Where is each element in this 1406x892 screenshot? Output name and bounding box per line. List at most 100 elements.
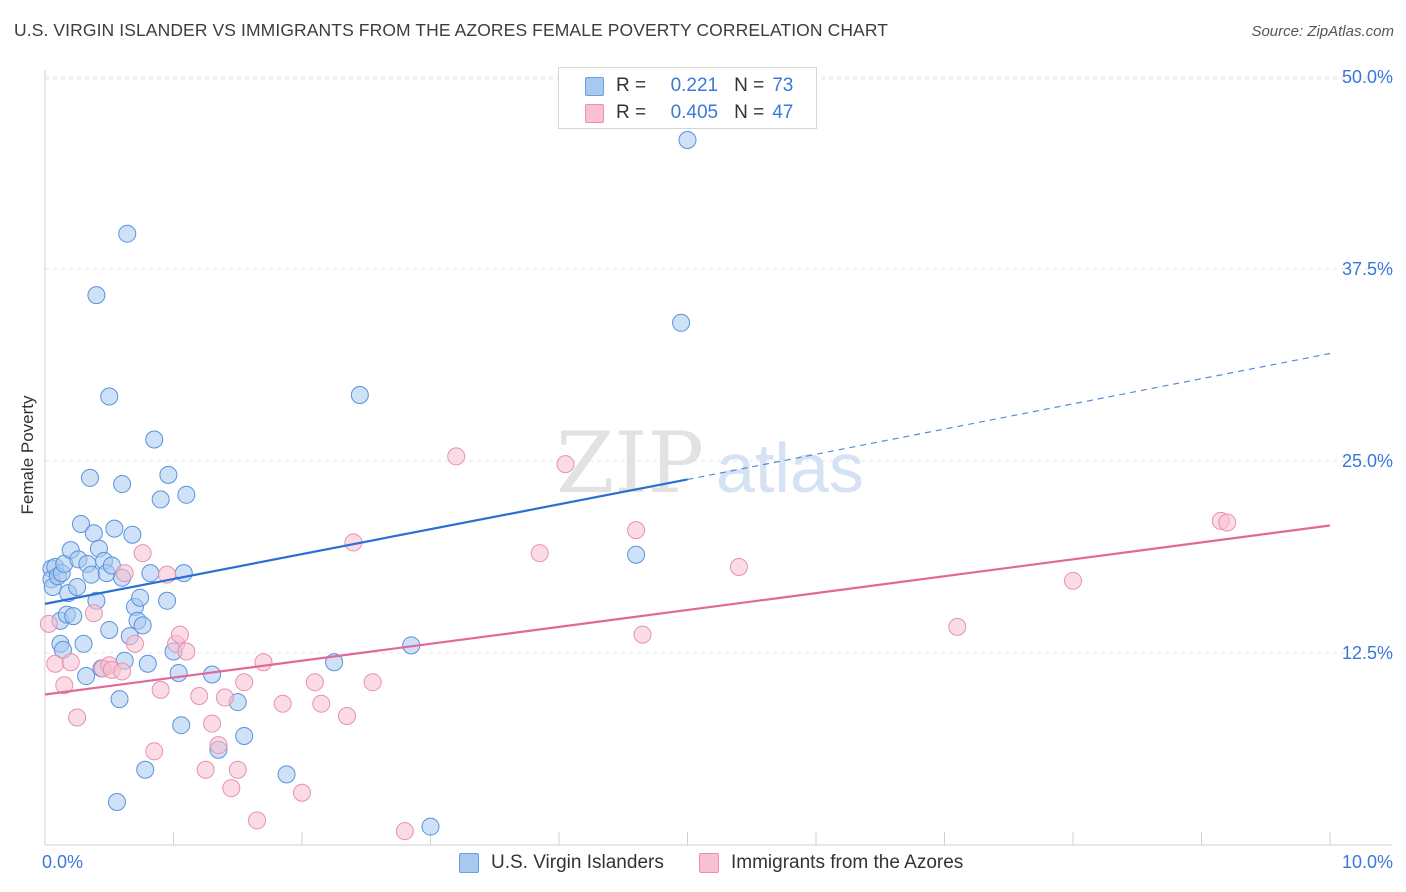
legend-label: Immigrants from the Azores — [731, 852, 964, 873]
point-virgin-islanders — [203, 665, 222, 684]
point-azores — [1218, 513, 1237, 532]
r-label: R = — [616, 75, 647, 96]
point-azores — [39, 614, 58, 633]
point-azores — [115, 564, 134, 583]
legend-swatch-blue — [459, 853, 479, 873]
point-virgin-islanders — [80, 468, 99, 487]
chart-title: U.S. VIRGIN ISLANDER VS IMMIGRANTS FROM … — [14, 20, 889, 40]
point-virgin-islanders — [84, 524, 103, 543]
y-tick-label: 37.5% — [1342, 259, 1393, 279]
trend-line-virgin-islanders — [44, 478, 688, 605]
point-azores — [556, 455, 575, 474]
point-azores — [145, 742, 164, 761]
point-virgin-islanders — [158, 591, 177, 610]
point-azores — [1064, 571, 1082, 590]
point-azores — [228, 760, 247, 779]
point-azores — [235, 673, 254, 692]
point-virgin-islanders — [169, 663, 188, 682]
y-tick-label: 12.5% — [1342, 643, 1393, 663]
watermark-atlas: atlas — [716, 429, 864, 507]
n-value: 47 — [772, 102, 794, 123]
point-azores — [293, 783, 311, 802]
point-virgin-islanders — [172, 716, 191, 735]
point-virgin-islanders — [118, 224, 137, 243]
point-azores — [254, 653, 273, 672]
legend-item-virgin-islanders: U.S. Virgin Islanders — [459, 852, 664, 874]
y-tick-label: 25.0% — [1342, 451, 1393, 471]
r-value: 0.221 — [670, 75, 719, 96]
y-tick-label: 50.0% — [1342, 67, 1393, 87]
point-azores — [948, 617, 967, 636]
point-virgin-islanders — [277, 765, 296, 784]
point-azores — [395, 822, 414, 841]
point-azores — [363, 673, 382, 692]
point-azores — [84, 604, 103, 623]
point-azores — [203, 714, 222, 733]
point-virgin-islanders — [68, 577, 87, 596]
legend-label: U.S. Virgin Islanders — [491, 852, 664, 873]
x-tick-label-min: 0.0% — [42, 852, 84, 872]
x-tick-label-max: 10.0% — [1341, 852, 1393, 872]
point-azores — [125, 634, 144, 653]
point-azores — [46, 654, 65, 673]
n-label: N = — [734, 102, 765, 123]
series-legend: U.S. Virgin Islanders Immigrants from th… — [0, 850, 1406, 878]
point-azores — [530, 544, 549, 563]
legend-item-azores: Immigrants from the Azores — [699, 852, 963, 874]
point-azores — [177, 642, 196, 661]
point-virgin-islanders — [672, 313, 691, 332]
y-axis-label: Female Poverty — [18, 395, 37, 515]
point-virgin-islanders — [421, 817, 440, 836]
point-azores — [55, 676, 74, 695]
n-value: 73 — [772, 75, 794, 96]
point-azores — [190, 687, 209, 706]
point-virgin-islanders — [177, 485, 196, 504]
point-virgin-islanders — [131, 588, 150, 607]
data-points — [39, 131, 1237, 841]
source-label: Source: ZipAtlas.com — [1251, 23, 1394, 40]
legend-row-azores: R = 0.405 N = 47 — [585, 100, 793, 126]
point-virgin-islanders — [136, 760, 155, 779]
point-virgin-islanders — [678, 131, 697, 150]
point-azores — [729, 557, 748, 576]
point-azores — [151, 680, 170, 699]
trend-lines — [44, 352, 1331, 696]
point-azores — [196, 760, 215, 779]
point-azores — [337, 706, 356, 725]
point-azores — [113, 662, 132, 681]
point-azores — [170, 625, 189, 644]
point-azores — [61, 653, 80, 672]
point-azores — [68, 708, 87, 727]
point-azores — [133, 544, 152, 563]
point-virgin-islanders — [87, 286, 106, 305]
legend-row-virgin-islanders: R = 0.221 N = 73 — [585, 73, 793, 99]
r-label: R = — [616, 102, 647, 123]
n-label: N = — [734, 75, 765, 96]
watermark-zip: ZIP — [556, 414, 704, 512]
point-virgin-islanders — [133, 616, 152, 635]
point-virgin-islanders — [141, 564, 160, 583]
point-azores — [273, 694, 292, 713]
point-virgin-islanders — [627, 545, 646, 564]
point-virgin-islanders — [100, 620, 119, 639]
point-azores — [312, 694, 331, 713]
gridlines — [45, 76, 1392, 654]
point-virgin-islanders — [350, 385, 369, 404]
axes — [44, 70, 1392, 846]
point-virgin-islanders — [151, 490, 170, 509]
point-virgin-islanders — [235, 726, 254, 745]
point-virgin-islanders — [113, 475, 132, 494]
point-virgin-islanders — [145, 430, 164, 449]
point-virgin-islanders — [105, 519, 124, 538]
point-virgin-islanders — [71, 514, 90, 533]
point-virgin-islanders — [64, 607, 83, 626]
point-virgin-islanders — [138, 654, 157, 673]
legend-swatch-blue — [585, 76, 604, 96]
trend-line-azores — [44, 524, 1331, 696]
point-virgin-islanders — [110, 690, 129, 709]
correlation-legend: R = 0.221 N = 73 R = 0.405 N = 47 — [558, 67, 817, 129]
point-azores — [222, 779, 241, 798]
watermark: ZIP atlas — [556, 414, 864, 512]
legend-swatch-pink — [585, 103, 604, 123]
